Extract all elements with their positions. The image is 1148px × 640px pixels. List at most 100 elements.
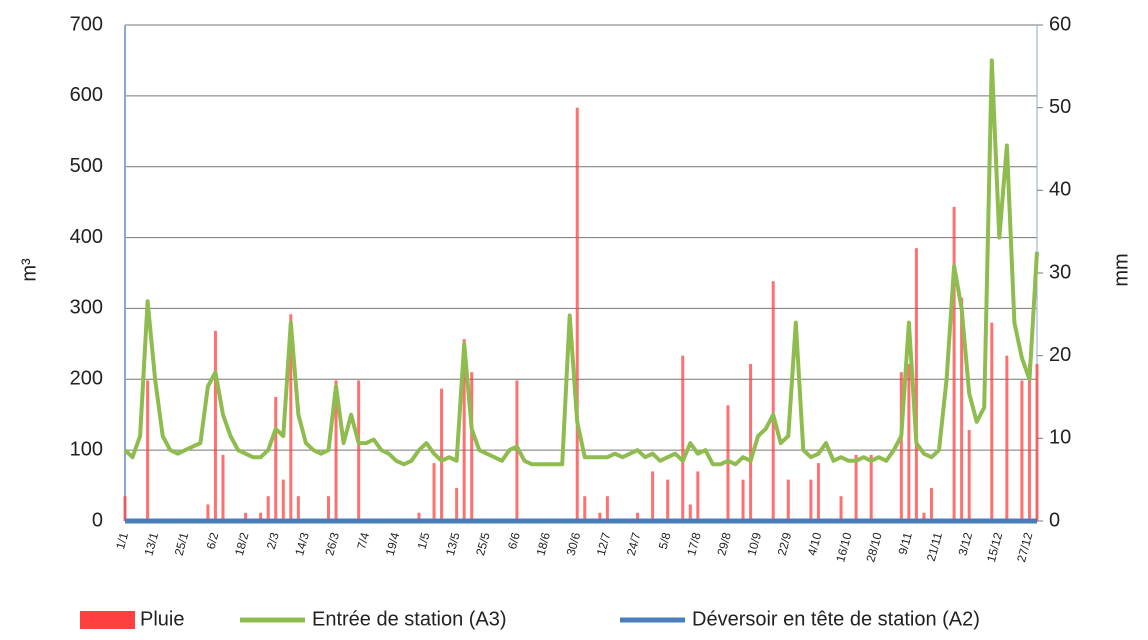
rain-bar	[771, 281, 775, 521]
x-tick-label: 19/4	[383, 531, 403, 557]
rain-bar	[696, 471, 700, 521]
x-tick-label: 25/1	[172, 531, 192, 557]
x-tick-label: 6/2	[204, 531, 222, 551]
x-tick-label: 18/2	[232, 531, 252, 557]
y-tick-label: 200	[70, 368, 103, 390]
rain-bar	[914, 248, 918, 521]
rain-bar	[274, 397, 278, 521]
x-tick-label: 22/9	[775, 531, 795, 557]
rain-bar	[462, 339, 466, 521]
y-tick-label: 500	[70, 155, 103, 177]
x-tick-label: 21/11	[924, 531, 945, 563]
y2-tick-label: 20	[1049, 344, 1071, 366]
rain-bar	[816, 463, 820, 521]
x-tick-label: 1/1	[113, 531, 131, 551]
y2-tick-label: 0	[1049, 509, 1060, 531]
y-axis-label: m³	[18, 258, 40, 282]
y2-tick-label: 60	[1049, 13, 1071, 35]
rain-bar	[786, 479, 790, 521]
x-tick-label: 15/12	[984, 531, 1005, 564]
rain-bar	[869, 454, 873, 521]
y-tick-label: 400	[70, 226, 103, 248]
rain-bar	[907, 363, 911, 521]
y-tick-label: 700	[70, 13, 103, 35]
x-tick-label: 4/10	[805, 531, 825, 557]
rain-bar	[681, 355, 685, 521]
rain-bar	[259, 512, 263, 521]
rain-bar	[334, 380, 338, 521]
rain-bar	[583, 496, 587, 521]
y-tick-label: 0	[92, 509, 103, 531]
y2-axis-label: mm	[1110, 253, 1132, 286]
rain-bar	[651, 471, 655, 521]
y2-tick-label: 40	[1049, 179, 1071, 201]
x-tick-label: 13/5	[443, 531, 463, 557]
x-tick-label: 28/10	[863, 531, 884, 564]
x-tick-label: 24/7	[624, 531, 644, 557]
rain-bar	[749, 363, 753, 521]
rain-bar	[221, 454, 225, 521]
y2-tick-label: 50	[1049, 96, 1071, 118]
rain-bar	[854, 454, 858, 521]
x-tick-label: 7/4	[354, 531, 372, 551]
rain-bar	[726, 405, 730, 521]
rain-bar	[598, 512, 602, 521]
rain-bar	[146, 380, 150, 521]
x-tick-label: 12/7	[594, 531, 614, 557]
rain-bar	[281, 479, 285, 521]
x-tick-label: 29/8	[714, 531, 734, 557]
rain-bar	[809, 479, 813, 521]
rain-bar	[470, 372, 474, 521]
legend-label: Déversoir en tête de station (A2)	[692, 608, 980, 630]
rain-bar	[1020, 380, 1024, 521]
rain-bar	[636, 512, 640, 521]
rain-bar	[440, 388, 444, 521]
legend-label: Entrée de station (A3)	[312, 608, 507, 630]
rain-bar	[327, 496, 331, 521]
rain-bar	[960, 297, 964, 521]
rain-bar	[899, 372, 903, 521]
x-tick-label: 18/6	[533, 531, 553, 557]
rain-bar	[357, 380, 361, 521]
x-tick-label: 6/6	[505, 531, 523, 551]
rain-bar	[929, 487, 933, 521]
x-tick-label: 5/8	[656, 531, 674, 551]
x-tick-label: 9/11	[895, 531, 914, 557]
y2-tick-label: 30	[1049, 261, 1071, 283]
x-tick-label: 14/3	[292, 531, 312, 557]
rain-bar	[741, 479, 745, 521]
y-tick-label: 100	[70, 438, 103, 460]
rain-bar	[432, 463, 436, 521]
rain-bar	[839, 496, 843, 521]
rain-bar	[296, 496, 300, 521]
x-tick-label: 13/1	[142, 531, 162, 557]
x-tick-label: 17/8	[684, 531, 704, 557]
rain-bar	[206, 504, 210, 521]
rain-bar	[575, 107, 579, 522]
x-tick-label: 3/12	[956, 531, 976, 557]
rain-bar	[605, 496, 609, 521]
rain-bar	[289, 314, 293, 521]
x-tick-label: 16/10	[833, 531, 854, 564]
y-tick-label: 300	[70, 297, 103, 319]
rain-bar	[1035, 363, 1039, 521]
y-tick-label: 600	[70, 84, 103, 106]
x-tick-label: 26/3	[322, 531, 342, 557]
x-tick-label: 10/9	[745, 531, 765, 557]
rain-bar	[455, 487, 459, 521]
rain-bar	[244, 512, 248, 521]
rain-bar	[1027, 363, 1031, 521]
rain-bar	[967, 430, 971, 521]
rain-bar	[922, 512, 926, 521]
x-tick-label: 2/3	[264, 531, 282, 551]
legend-label: Pluie	[140, 608, 184, 630]
rain-bar	[666, 479, 670, 521]
rain-bar	[266, 496, 270, 521]
y2-tick-label: 10	[1049, 427, 1071, 449]
series-line	[123, 58, 1039, 467]
x-tick-label: 1/5	[415, 531, 433, 551]
x-tick-label: 27/12	[1014, 531, 1035, 564]
rain-bar	[952, 206, 956, 521]
